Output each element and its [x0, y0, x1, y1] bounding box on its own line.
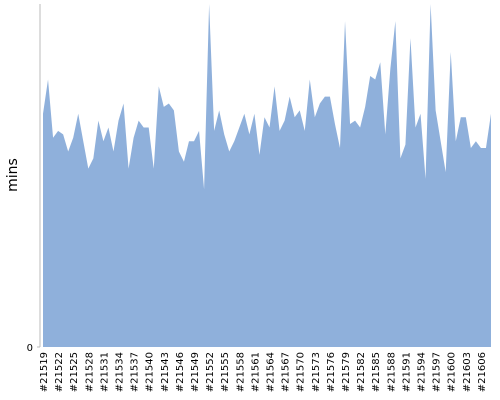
x-tick-label: #21585 [371, 352, 382, 392]
x-tick-label: #21546 [175, 352, 186, 392]
y-tick-label: 0 [27, 343, 33, 354]
x-tick-label: #21537 [130, 352, 141, 392]
x-tick-label: #21531 [99, 352, 110, 392]
x-tick-label: #21582 [356, 352, 367, 392]
x-tick-label: #21519 [39, 352, 50, 392]
x-tick-label: #21594 [417, 352, 428, 392]
x-tick-label: #21579 [341, 352, 352, 392]
x-tick-label: #21606 [477, 352, 488, 392]
x-tick-label: #21525 [69, 352, 80, 392]
x-tick-label: #21591 [401, 352, 412, 392]
area [43, 4, 491, 347]
x-tick-label: #21540 [145, 352, 156, 392]
x-tick-label: #21588 [386, 352, 397, 392]
x-tick-label: #21558 [235, 352, 246, 392]
y-axis-label: mins [5, 158, 21, 192]
x-tick-label: #21600 [447, 352, 458, 392]
x-tick-label: #21573 [311, 352, 322, 392]
x-tick-label: #21564 [266, 352, 277, 392]
x-tick-label: #21552 [205, 352, 216, 392]
x-tick-label: #21567 [281, 352, 292, 392]
x-tick-label: #21597 [432, 352, 443, 392]
x-tick-label: #21570 [296, 352, 307, 392]
x-tick-label: #21549 [190, 352, 201, 392]
x-tick-label: #21576 [326, 352, 337, 392]
x-tick-label: #21528 [84, 352, 95, 392]
x-tick-label: #21522 [54, 352, 65, 392]
x-tick-label: #21561 [250, 352, 261, 392]
x-tick-label: #21543 [160, 352, 171, 392]
x-tick-label: #21555 [220, 352, 231, 392]
x-tick-label: #21603 [462, 352, 473, 392]
x-tick-label: #21534 [115, 352, 126, 392]
